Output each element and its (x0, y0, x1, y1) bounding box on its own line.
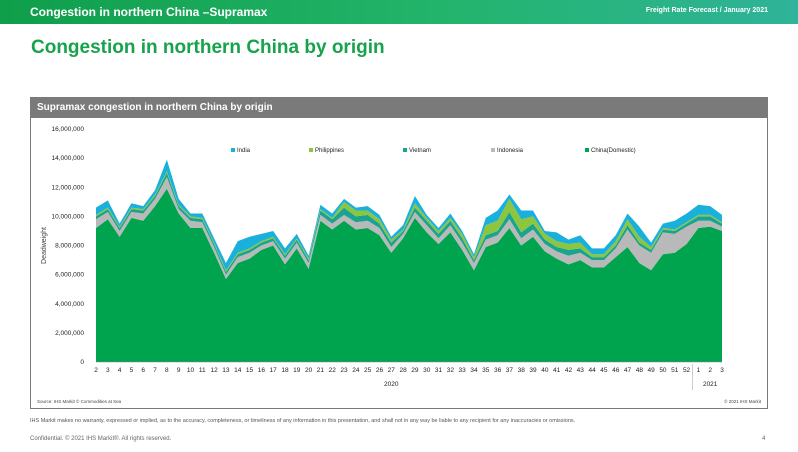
legend-label: China(Domestic) (591, 148, 636, 154)
legend-swatch (491, 148, 495, 152)
x-tick-label: 19 (293, 367, 301, 374)
x-tick-label: 25 (364, 367, 372, 374)
x-tick-label: 18 (281, 367, 289, 374)
x-tick-label: 44 (588, 367, 596, 374)
x-tick-label: 24 (352, 367, 360, 374)
x-tick-label: 21 (317, 367, 325, 374)
chart-panel-title: Supramax congestion in northern China by… (37, 102, 273, 113)
x-tick-label: 3 (720, 367, 724, 374)
x-tick-label: 12 (210, 367, 218, 374)
x-tick-label: 31 (435, 367, 443, 374)
x-tick-label: 34 (470, 367, 478, 374)
legend-swatch (309, 148, 313, 152)
x-tick-label: 35 (482, 367, 490, 374)
x-tick-label: 9 (177, 367, 181, 374)
slide-heading: Congestion in northern China by origin (31, 37, 385, 58)
x-tick-label: 28 (399, 367, 407, 374)
x-tick-label: 14 (234, 367, 242, 374)
x-tick-label: 40 (541, 367, 549, 374)
y-tick-label: 14,000,000 (51, 155, 84, 162)
x-tick-label: 3 (106, 367, 110, 374)
x-year-label: 2020 (384, 381, 399, 388)
x-tick-label: 29 (411, 367, 419, 374)
x-tick-label: 49 (648, 367, 656, 374)
header-bar: Congestion in northern China –Supramax F… (0, 0, 798, 24)
x-tick-label: 2 (708, 367, 712, 374)
x-tick-label: 42 (565, 367, 573, 374)
page-number: 4 (762, 436, 766, 442)
x-tick-label: 46 (612, 367, 620, 374)
x-tick-label: 45 (600, 367, 608, 374)
y-tick-label: 6,000,000 (55, 272, 84, 279)
x-tick-label: 43 (577, 367, 585, 374)
y-tick-label: 16,000,000 (51, 126, 84, 133)
x-tick-label: 27 (388, 367, 396, 374)
x-tick-label: 52 (683, 367, 691, 374)
x-tick-label: 23 (340, 367, 348, 374)
y-tick-label: 10,000,000 (51, 213, 84, 220)
legend-swatch (585, 148, 589, 152)
x-tick-label: 36 (494, 367, 502, 374)
x-tick-label: 37 (506, 367, 514, 374)
y-tick-label: 2,000,000 (55, 330, 84, 337)
stacked-area-chart: 0 2,000,000 4,000,000 6,000,000 8,000,000 10,… (41, 126, 724, 390)
area-series-philippines (96, 171, 722, 272)
x-tick-label: 2 (94, 367, 98, 374)
y-tick-label: 0 (80, 359, 84, 366)
x-tick-label: 47 (624, 367, 632, 374)
x-tick-label: 8 (165, 367, 169, 374)
chart-copyright: © 2021 IHS Markit (724, 399, 761, 404)
x-tick-label: 22 (329, 367, 337, 374)
x-tick-label: 11 (199, 367, 206, 374)
x-tick-label: 33 (459, 367, 467, 374)
y-tick-label: 4,000,000 (55, 301, 84, 308)
chart-panel-title-bar: Supramax congestion in northern China by… (31, 98, 767, 118)
legend-swatch (403, 148, 407, 152)
x-tick-label: 50 (659, 367, 667, 374)
chart-source: Source: IHS Markit © Commodities at Sea (37, 399, 122, 404)
footer-confidential: Confidential. © 2021 IHS Markit®. All ri… (30, 436, 172, 442)
x-tick-label: 16 (258, 367, 266, 374)
header-title: Congestion in northern China –Supramax (30, 5, 268, 19)
legend-label: India (237, 148, 251, 154)
x-tick-label: 4 (118, 367, 122, 374)
area-series-china-domestic (96, 188, 722, 362)
chart-panel: Supramax congestion in northern China by… (30, 97, 768, 409)
disclaimer-text: IHS Markit makes no warranty, expressed … (30, 418, 576, 424)
x-tick-label: 32 (447, 367, 455, 374)
legend-label: Philippines (315, 148, 344, 154)
x-tick-label: 10 (187, 367, 195, 374)
x-tick-label: 30 (423, 367, 431, 374)
header-subtitle: Freight Rate Forecast / January 2021 (645, 7, 768, 14)
x-tick-label: 26 (376, 367, 384, 374)
y-axis-label: Deadweight (41, 227, 48, 264)
x-tick-label: 1 (697, 367, 701, 374)
x-tick-label: 48 (636, 367, 644, 374)
x-tick-label: 38 (518, 367, 526, 374)
x-tick-label: 41 (553, 367, 561, 374)
x-tick-label: 20 (305, 367, 313, 374)
x-year-label: 2021 (703, 381, 718, 388)
x-tick-label: 7 (153, 367, 157, 374)
x-tick-label: 6 (141, 367, 145, 374)
y-tick-label: 12,000,000 (51, 184, 84, 191)
legend-label: Vietnam (409, 148, 431, 154)
legend-label: Indonesia (497, 148, 524, 154)
y-tick-label: 8,000,000 (55, 243, 84, 250)
x-tick-label: 5 (130, 367, 134, 374)
area-series-india (96, 159, 722, 271)
x-tick-label: 51 (671, 367, 679, 374)
x-tick-label: 17 (270, 367, 278, 374)
x-tick-label: 13 (222, 367, 230, 374)
x-tick-label: 15 (246, 367, 254, 374)
area-series-indonesia (96, 177, 722, 279)
legend-swatch (231, 148, 235, 152)
x-tick-label: 39 (529, 367, 537, 374)
